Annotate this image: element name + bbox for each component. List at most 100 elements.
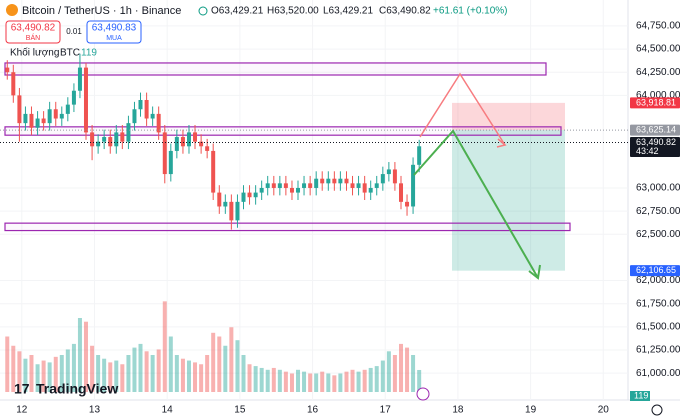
volume-bar bbox=[326, 373, 331, 392]
candle-body bbox=[59, 113, 64, 119]
candle-body bbox=[356, 183, 361, 188]
volume-bar bbox=[77, 318, 82, 392]
coin-icon bbox=[6, 4, 18, 16]
volume-bar bbox=[65, 349, 70, 392]
price-tag bbox=[630, 265, 680, 277]
logo-mark: 17 bbox=[14, 381, 30, 397]
y-tick-label: 64,750.00 bbox=[636, 21, 680, 32]
volume-bar bbox=[53, 356, 58, 392]
volume-bar bbox=[150, 355, 155, 392]
volume-bar bbox=[229, 327, 234, 392]
volume-bar bbox=[35, 364, 40, 392]
volume-bar bbox=[223, 345, 228, 392]
price-tag-label: 63,625.14 bbox=[636, 124, 676, 134]
y-tick-label: 62,500.00 bbox=[636, 229, 680, 240]
candle-body bbox=[126, 123, 131, 142]
volume-bar bbox=[90, 345, 95, 392]
volume-value: 119 bbox=[81, 48, 97, 59]
volume-bar bbox=[296, 369, 301, 392]
candle-body bbox=[65, 104, 70, 114]
x-tick-label: 16 bbox=[307, 405, 319, 416]
x-tick-label: 15 bbox=[234, 405, 246, 416]
sell-button[interactable] bbox=[5, 20, 61, 44]
candle-body bbox=[362, 183, 367, 193]
volume-bar bbox=[405, 347, 410, 392]
alert-icon[interactable] bbox=[416, 387, 430, 401]
buy-button[interactable] bbox=[86, 20, 142, 44]
y-tick-label: 61,750.00 bbox=[636, 298, 680, 309]
candle-body bbox=[253, 192, 258, 198]
bear-arrow-head bbox=[496, 138, 507, 148]
volume-bar bbox=[265, 369, 270, 392]
volume-bar bbox=[23, 358, 28, 392]
stop-zone bbox=[452, 102, 565, 131]
candle-body bbox=[229, 201, 234, 221]
volume-bar bbox=[235, 340, 240, 392]
candle-body bbox=[41, 118, 46, 124]
volume-bar bbox=[174, 355, 179, 392]
ohlc-open: O63,429.21 bbox=[211, 6, 264, 17]
volume-bar bbox=[47, 362, 52, 392]
volume-bar bbox=[302, 371, 307, 392]
volume-unit: BTC bbox=[60, 48, 80, 59]
candle-body bbox=[120, 132, 125, 142]
volume-bar bbox=[368, 367, 373, 392]
candle-body bbox=[380, 174, 385, 184]
candle-body bbox=[205, 146, 210, 151]
volume-bar bbox=[132, 347, 137, 392]
volume-bar bbox=[120, 364, 125, 392]
volume-bar bbox=[59, 355, 64, 392]
sell-label: BÁN bbox=[26, 33, 40, 42]
target-zone bbox=[452, 130, 565, 271]
candle-body bbox=[277, 183, 282, 188]
volume-bar bbox=[277, 369, 282, 392]
volume-bar bbox=[126, 355, 131, 392]
volume-bar bbox=[11, 345, 16, 392]
y-tick-label: 61,500.00 bbox=[636, 321, 680, 332]
candle-body bbox=[174, 137, 179, 151]
logo: TradingView bbox=[36, 381, 118, 397]
buy-label: MUA bbox=[106, 35, 122, 42]
ohlc-low: L63,429.21 bbox=[323, 6, 373, 17]
x-tick-label: 19 bbox=[525, 405, 537, 416]
y-tick-label: 62,000.00 bbox=[636, 275, 680, 286]
candle-body bbox=[53, 109, 58, 119]
volume-bar bbox=[374, 366, 379, 392]
volume-bar bbox=[96, 355, 101, 392]
y-tick-label: 64,000.00 bbox=[636, 90, 680, 101]
candle-body bbox=[314, 178, 319, 188]
settings-icon[interactable] bbox=[651, 404, 663, 416]
volume-bar bbox=[417, 369, 422, 392]
candle-body bbox=[271, 183, 276, 188]
volume-bar bbox=[162, 301, 167, 392]
volume-tag bbox=[630, 391, 650, 401]
spread: 0.01 bbox=[66, 27, 82, 36]
candle-body bbox=[102, 137, 107, 142]
y-tick-label: 62,750.00 bbox=[636, 206, 680, 217]
volume-bar bbox=[320, 371, 325, 392]
volume-bar bbox=[289, 373, 294, 392]
volume-bar bbox=[308, 373, 313, 392]
volume-bar bbox=[71, 343, 76, 392]
x-tick-label: 14 bbox=[162, 405, 174, 416]
volume-bar bbox=[399, 343, 404, 392]
zone bbox=[4, 126, 562, 136]
volume-bar bbox=[17, 351, 22, 392]
volume-bar bbox=[241, 355, 246, 392]
volume-bar bbox=[114, 360, 119, 392]
volume-bar bbox=[386, 351, 391, 392]
candle-body bbox=[235, 201, 240, 221]
candle-body bbox=[344, 178, 349, 184]
volume-bar bbox=[392, 355, 397, 392]
candle-body bbox=[338, 178, 343, 184]
volume-bar bbox=[180, 358, 185, 392]
candle-body bbox=[405, 201, 410, 207]
volume-bar bbox=[205, 355, 210, 392]
candle-body bbox=[90, 132, 95, 147]
price-tag bbox=[630, 137, 680, 158]
zone bbox=[4, 222, 571, 232]
volume-bar bbox=[350, 369, 355, 392]
volume-bar bbox=[380, 360, 385, 392]
volume-bar bbox=[41, 360, 46, 392]
